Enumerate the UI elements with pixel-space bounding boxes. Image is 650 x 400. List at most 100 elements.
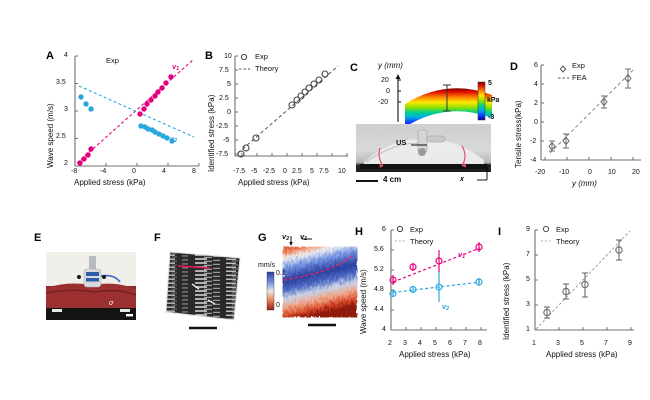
panel-f-label: F	[154, 232, 161, 244]
panel-a: A Exp Wave speed (m/s) Applied stress (k…	[44, 50, 204, 190]
panel-f: F	[152, 232, 257, 342]
panel-a-xtick-3: 4	[162, 168, 166, 175]
panel-i-xtick-3: 7	[604, 340, 608, 347]
panel-c-us-label: US	[396, 138, 407, 147]
panel-h-xtick-3: 5	[433, 340, 437, 347]
panel-b-ytick-6: 7.5	[219, 67, 229, 74]
panel-b: B Identified stress (kPa) Applied stress…	[205, 50, 355, 190]
panel-c-cbar-unit: kPa	[487, 97, 500, 104]
panel-d-legend-exp: Exp	[572, 61, 585, 70]
panel-d-xtick-3: 10	[608, 169, 616, 176]
panel-c: C y (mm) 20 0 -20	[350, 58, 499, 203]
panel-h-xtick-4: 6	[448, 340, 452, 347]
panel-i-ytick-0: 1	[526, 326, 530, 333]
panel-i-plot	[534, 225, 634, 331]
panel-b-xtick-1: -5	[251, 168, 258, 175]
panel-b-ytick-5: 5	[227, 81, 231, 88]
panel-b-xtick-0: -7.5	[233, 168, 246, 175]
panel-c-ytick-0: 0	[386, 88, 390, 95]
panel-a-xtick-4: 8	[192, 168, 196, 175]
panel-a-xlabel: Applied stress (kPa)	[74, 178, 146, 187]
panel-c-cbar-max: 5	[488, 80, 492, 87]
panel-c-ylabel: y (mm)	[378, 61, 403, 70]
panel-b-xtick-7: 10	[338, 168, 346, 175]
panel-i-xtick-1: 3	[556, 340, 560, 347]
panel-d-xtick-0: -20	[535, 169, 546, 176]
panel-h-legend-exp: Exp	[410, 225, 423, 234]
panel-g-scalebar	[308, 323, 336, 327]
panel-i-xlabel: Applied stress (kPa)	[546, 350, 618, 359]
panel-i-xtick-2: 5	[580, 340, 584, 347]
panel-b-ytick-0: -7.5	[216, 151, 229, 158]
panel-g-cbar-min: 0	[276, 302, 280, 309]
panel-g-cbar-unit: mm/s	[258, 262, 276, 269]
panel-i-ytick-4: 9	[526, 226, 530, 233]
panel-a-xtick-1: -4	[100, 168, 107, 175]
panel-h-xtick-5: 7	[463, 340, 467, 347]
panel-g-label: G	[258, 232, 267, 244]
panel-c-axis-y: y	[486, 163, 490, 170]
panel-d-xtick-1: -10	[559, 169, 570, 176]
panel-e-photo: σ	[46, 252, 136, 320]
panel-d-ytick-6: 6	[534, 62, 538, 69]
panel-c-axis-indicator	[477, 166, 489, 181]
panel-d-ytick-m2: -2	[530, 138, 537, 145]
panel-d-ytick-2: 2	[534, 100, 538, 107]
panel-i-legend-exp: Exp	[556, 225, 569, 234]
panel-b-xtick-4: 2.5	[292, 168, 302, 175]
panel-e-stress-symbol: σ	[109, 300, 114, 307]
panel-a-annotation-v1: v1	[172, 62, 180, 73]
panel-h-label: H	[355, 226, 363, 238]
panel-g-annotation-v2: v2	[282, 232, 290, 243]
panel-h-xtick-0: 2	[388, 340, 392, 347]
panel-a-xtick-0: -8	[71, 168, 78, 175]
panel-a-ytick-0: 2	[64, 160, 68, 167]
panel-d: D Tensile stress(kPa) y (mm) 6 4 2 0 -2 …	[510, 58, 645, 193]
panel-d-xlabel: y (mm)	[572, 179, 597, 188]
panel-g-arrow-markers	[289, 236, 312, 246]
panel-c-axis-x: x	[460, 176, 464, 183]
panel-d-xtick-2: 0	[588, 169, 592, 176]
panel-h-xlabel: Applied stress (kPa)	[399, 350, 471, 359]
panel-c-photo: US	[356, 124, 491, 172]
panel-b-xtick-3: 0	[283, 168, 287, 175]
panel-a-plot	[74, 55, 200, 167]
panel-g-colorbar	[266, 271, 275, 311]
panel-h-ytick-1: 4.4	[374, 306, 384, 313]
panel-b-plot	[234, 53, 348, 158]
panel-b-ytick-1: -5	[223, 137, 230, 144]
panel-c-colorbar	[477, 81, 486, 121]
panel-h-ytick-0: 4	[382, 326, 386, 333]
panel-d-ytick-0: 0	[534, 119, 538, 126]
panel-f-bmode-image	[164, 250, 244, 322]
panel-a-label: A	[46, 50, 54, 62]
panel-h-ytick-4: 5.6	[374, 246, 384, 253]
panel-h-xtick-2: 4	[418, 340, 422, 347]
panel-c-ytick-m20: -20	[378, 99, 389, 106]
panel-i-label: I	[498, 226, 502, 238]
panel-a-ytick-4: 4	[64, 52, 68, 59]
panel-a-ytick-3: 3.5	[56, 79, 66, 86]
panel-d-plot	[540, 64, 641, 161]
panel-d-legend-fea: FEA	[572, 73, 587, 82]
panel-i-xtick-0: 1	[532, 340, 536, 347]
panel-c-label: C	[350, 62, 358, 74]
panel-f-scalebar	[189, 326, 217, 330]
panel-b-legend-theory: Theory	[255, 64, 279, 73]
panel-b-xtick-2: -2.5	[263, 168, 276, 175]
panel-i-xtick-4: 9	[628, 340, 632, 347]
panel-h-annotation-v1: v1	[458, 250, 466, 261]
panel-c-axis	[395, 74, 401, 122]
panel-h-ytick-2: 4.8	[374, 286, 384, 293]
panel-c-stress-map	[405, 84, 492, 127]
panel-b-ytick-3: 0	[227, 109, 231, 116]
panel-h-annotation-v2: v2	[442, 302, 450, 313]
panel-g-cbar-max: 0.1	[276, 270, 286, 277]
panel-c-scalebar	[356, 180, 378, 182]
panel-d-label: D	[510, 61, 518, 73]
panel-c-scale-label: 4 cm	[383, 175, 402, 184]
panel-d-xtick-4: 20	[632, 169, 640, 176]
panel-i-legend-theory: Theory	[556, 237, 580, 246]
panel-b-xtick-5: 5	[310, 168, 314, 175]
